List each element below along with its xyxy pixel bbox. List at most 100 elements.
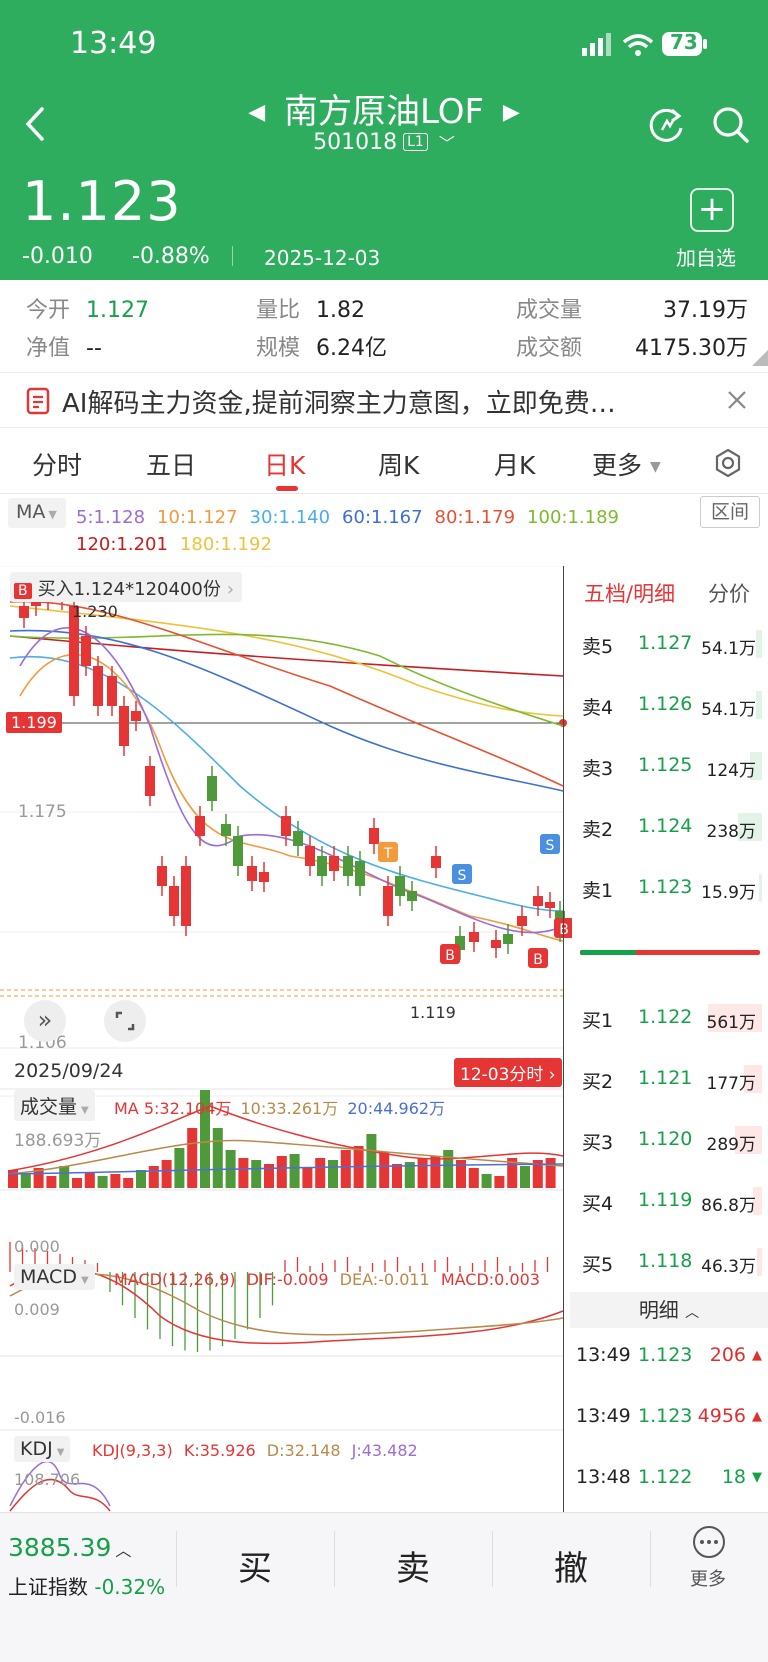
price-dist-tab[interactable]: 分价 bbox=[708, 582, 750, 606]
volume-selector[interactable]: 成交量 ▼ bbox=[14, 1090, 95, 1121]
add-watchlist-button[interactable]: + bbox=[690, 188, 734, 232]
volume-ma-curve bbox=[7, 1163, 564, 1175]
orderbook-vol: 238万 bbox=[706, 822, 756, 842]
tab-monthly-k[interactable]: 月K bbox=[494, 451, 536, 480]
sell-button[interactable]: 卖 bbox=[396, 1549, 430, 1589]
stat-open: 今开 1.127 bbox=[26, 298, 149, 323]
candle-body bbox=[369, 828, 379, 844]
kdj-selector[interactable]: KDJ ▼ bbox=[14, 1436, 71, 1462]
buy-button[interactable]: 买 bbox=[238, 1549, 272, 1589]
orderbook-price: 1.126 bbox=[638, 693, 693, 715]
tab-daily-k[interactable]: 日K bbox=[264, 451, 306, 480]
expand-icon[interactable]: » bbox=[24, 1000, 66, 1042]
tab-five-day[interactable]: 五日 bbox=[146, 451, 197, 480]
refresh-icon[interactable] bbox=[648, 106, 686, 144]
orderbook-vol: 86.8万 bbox=[701, 1196, 756, 1216]
intraday-button[interactable]: 12-03分时 › bbox=[454, 1058, 562, 1087]
stat-amount: 成交额 4175.30万 bbox=[516, 336, 748, 361]
candle-body bbox=[221, 824, 231, 836]
tick-price: 1.123 bbox=[638, 1405, 693, 1427]
index-name[interactable]: 上证指数 -0.32% bbox=[8, 1575, 166, 1599]
settings-icon[interactable] bbox=[713, 448, 743, 478]
ma-item: 80:1.179 bbox=[434, 507, 516, 528]
add-watchlist-label[interactable]: 加自选 bbox=[676, 246, 736, 270]
tab-intraday[interactable]: 分时 bbox=[32, 451, 83, 480]
candle-body bbox=[19, 606, 29, 618]
more-label[interactable]: 更多 bbox=[690, 1569, 726, 1590]
tab-more[interactable]: 更多 ▼ bbox=[592, 451, 661, 480]
close-icon[interactable] bbox=[726, 389, 748, 411]
trade-marker-label: S bbox=[546, 838, 555, 854]
volume-bar bbox=[366, 1134, 377, 1188]
orderbook-price: 1.123 bbox=[638, 876, 693, 898]
volume-bar bbox=[430, 1156, 441, 1188]
volume-bar bbox=[404, 1162, 415, 1188]
orderbook-label: 买5 bbox=[582, 1254, 614, 1276]
stat-scale: 规模 6.24亿 bbox=[256, 336, 388, 361]
volume-bar bbox=[200, 1090, 210, 1188]
macd-bottom: -0.016 bbox=[14, 1408, 66, 1427]
search-icon[interactable] bbox=[710, 104, 752, 146]
orderbook-label: 卖1 bbox=[582, 880, 614, 902]
volume-bar bbox=[379, 1152, 390, 1188]
orderbook-tab[interactable]: 五档/明细 bbox=[584, 582, 676, 606]
volume-bar bbox=[392, 1164, 402, 1188]
tab-weekly-k[interactable]: 周K bbox=[378, 451, 420, 480]
ma-curve bbox=[9, 635, 564, 677]
orderbook-vol: 177万 bbox=[706, 1074, 756, 1094]
volume-bar bbox=[59, 1166, 70, 1188]
volume-bar bbox=[481, 1174, 492, 1188]
orderbook-vol: 15.9万 bbox=[701, 883, 756, 903]
range-button[interactable]: 区间 bbox=[700, 496, 760, 528]
stock-code-row[interactable]: 501018 L1 ﹀ bbox=[0, 130, 768, 155]
period-tabs: 分时 五日 日K 周K 月K 更多 ▼ bbox=[0, 432, 768, 494]
candle-body bbox=[247, 866, 257, 881]
candle-body bbox=[455, 936, 465, 950]
volume-bar bbox=[315, 1158, 326, 1188]
candle-body bbox=[305, 846, 315, 866]
volume-bar bbox=[328, 1160, 338, 1188]
ma-item: 5:1.128 bbox=[76, 507, 146, 528]
ma-curve bbox=[9, 633, 564, 727]
volume-bar bbox=[520, 1166, 530, 1188]
ma-item: 60:1.167 bbox=[342, 507, 423, 528]
orderbook-price: 1.120 bbox=[638, 1128, 693, 1150]
orderbook-price: 1.119 bbox=[638, 1189, 693, 1211]
triangle-up-icon: ▲ bbox=[752, 1348, 762, 1363]
tick-volume: 18 bbox=[721, 1466, 746, 1488]
volume-ma-legend: MA 5:32.104万 10:33.261万 20:44.962万 bbox=[114, 1099, 446, 1118]
volume-bar bbox=[123, 1178, 134, 1188]
ma-selector[interactable]: MA ▼ bbox=[8, 498, 66, 528]
ma-item: 100:1.189 bbox=[527, 507, 619, 528]
ma-curve bbox=[9, 629, 564, 792]
index-value[interactable]: 3885.39 ︿ bbox=[8, 1533, 132, 1562]
back-icon[interactable] bbox=[24, 106, 46, 142]
candle-body bbox=[533, 896, 543, 906]
fullscreen-icon[interactable] bbox=[104, 1000, 146, 1042]
next-stock-icon[interactable]: ▶ bbox=[502, 100, 520, 125]
trade-note[interactable]: B 买入1.124*120400份 › bbox=[10, 572, 243, 602]
macd-dea-line bbox=[9, 1273, 564, 1336]
trade-marker bbox=[452, 864, 472, 884]
depth-bar bbox=[744, 1065, 762, 1093]
cancel-order-button[interactable]: 撤 bbox=[554, 1549, 588, 1589]
detail-toggle[interactable]: 明细 ︿ bbox=[570, 1292, 768, 1328]
ma-curve bbox=[19, 653, 564, 942]
depth-bar bbox=[753, 1187, 762, 1215]
volume-bar bbox=[340, 1150, 351, 1188]
orderbook-label: 买3 bbox=[582, 1132, 614, 1154]
promo-banner[interactable]: AI解码主力资金,提前洞察主力意图，立即免费… bbox=[0, 372, 768, 428]
more-icon[interactable] bbox=[692, 1525, 726, 1559]
volume-bar bbox=[46, 1176, 57, 1188]
macd-selector[interactable]: MACD ▼ bbox=[14, 1264, 95, 1290]
orderbook-label: 卖4 bbox=[582, 697, 614, 719]
candle-body bbox=[355, 861, 365, 886]
prev-stock-icon[interactable]: ◀ bbox=[248, 100, 266, 125]
battery-level: 73 bbox=[670, 30, 698, 54]
volume-bar bbox=[212, 1128, 223, 1188]
macd-top: 0.009 bbox=[14, 1300, 60, 1319]
orderbook-price: 1.121 bbox=[638, 1067, 693, 1089]
candle-body bbox=[383, 886, 393, 916]
volume-ma-curve bbox=[7, 1139, 564, 1175]
